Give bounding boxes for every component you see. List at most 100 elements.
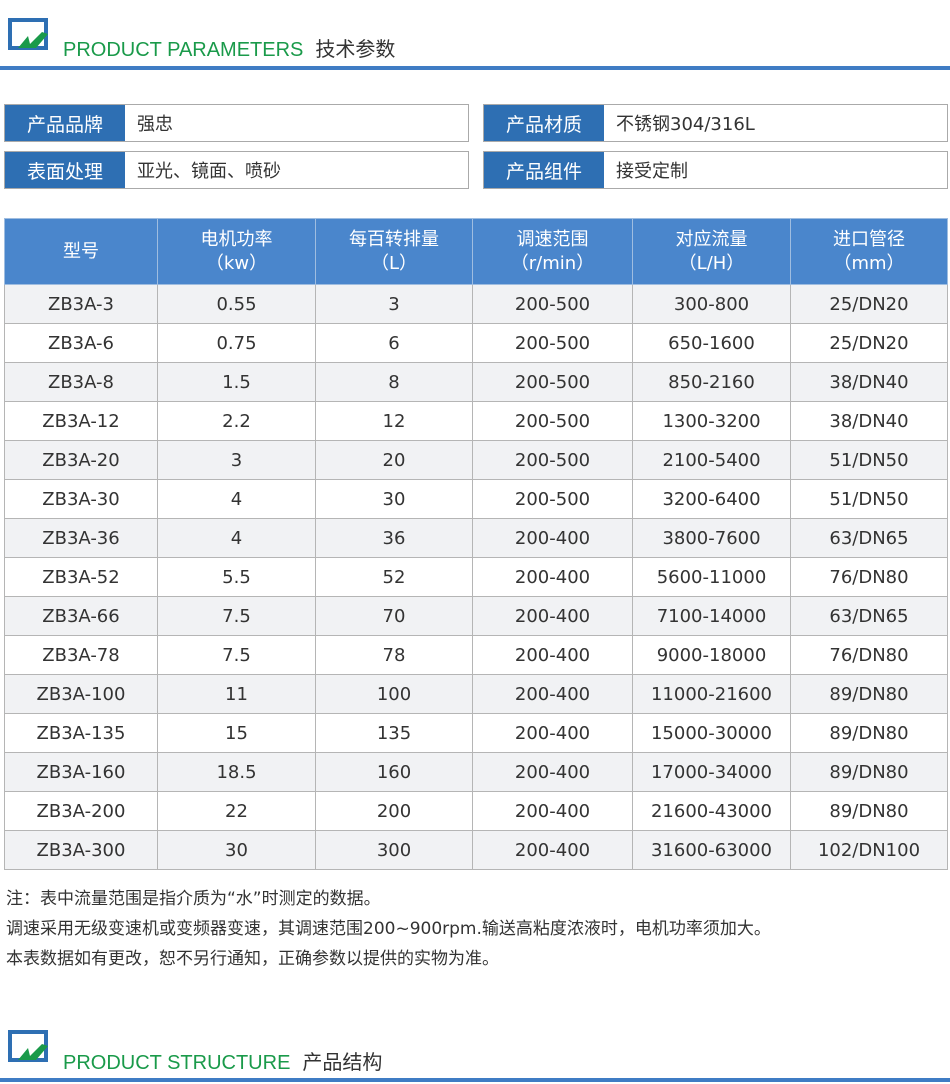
info-label: 产品材质: [484, 105, 604, 141]
header-label: 调速范围: [516, 228, 589, 250]
table-cell: 200-400: [472, 557, 633, 597]
info-value: 接受定制: [616, 161, 688, 182]
info-value: 强忠: [137, 114, 173, 135]
table-cell: 200: [315, 791, 473, 831]
table-cell: 36: [315, 518, 473, 558]
table-cell: 63/DN65: [790, 518, 948, 558]
table-cell: 76/DN80: [790, 557, 948, 597]
column-header: 电机功率 （kw）: [157, 218, 316, 285]
table-row: ZB3A-100 11 100 200-400 11000-21600 89/DN80: [4, 674, 948, 714]
column-header: 调速范围 （r/min）: [472, 218, 633, 285]
note-line: 注：表中流量范围是指介质为“水”时测定的数据。: [6, 889, 381, 909]
table-row: ZB3A-20 3 20 200-500 2100-5400 51/DN50: [4, 440, 948, 480]
table-row: ZB3A-160 18.5 160 200-400 17000-34000 89/DN80: [4, 752, 948, 792]
table-cell: 6: [315, 323, 473, 363]
table-cell: 300-800: [632, 284, 791, 324]
table-cell: 9000-18000: [632, 635, 791, 675]
table-cell: 15000-30000: [632, 713, 791, 753]
table-row: ZB3A-12 2.2 12 200-500 1300-3200 38/DN40: [4, 401, 948, 441]
company-logo-icon: [8, 1030, 48, 1062]
info-surface: 表面处理 亚光、镜面、喷砂: [4, 151, 469, 189]
header-label: 每百转排量: [349, 228, 439, 250]
table-row: ZB3A-200 22 200 200-400 21600-43000 89/DN80: [4, 791, 948, 831]
header-unit: （r/min）: [510, 252, 595, 274]
table-cell: 0.75: [157, 323, 316, 363]
note-line: 调速采用无级变速机或变频器变速，其调速范围200~900rpm.输送高粘度浓液时…: [6, 919, 771, 939]
table-cell: 11: [157, 674, 316, 714]
table-cell: 135: [315, 713, 473, 753]
section-title-en: PRODUCT STRUCTURE: [63, 1052, 291, 1074]
table-cell: 5600-11000: [632, 557, 791, 597]
table-cell: 89/DN80: [790, 752, 948, 792]
table-cell: 650-1600: [632, 323, 791, 363]
table-cell: 200-400: [472, 596, 633, 636]
section-title-cn: 产品结构: [302, 1052, 383, 1074]
table-cell: 7100-14000: [632, 596, 791, 636]
table-cell: 2100-5400: [632, 440, 791, 480]
table-cell: 300: [315, 830, 473, 870]
table-cell: ZB3A-300: [4, 830, 158, 870]
header-label: 进口管径: [833, 228, 905, 250]
table-cell: 22: [157, 791, 316, 831]
table-cell: 20: [315, 440, 473, 480]
header-unit: （L/H）: [678, 252, 745, 274]
info-label: 产品品牌: [5, 105, 125, 141]
company-logo-icon: [8, 18, 48, 50]
table-cell: 18.5: [157, 752, 316, 792]
table-row: ZB3A-300 30 300 200-400 31600-63000 102/DN100: [4, 830, 948, 870]
table-cell: 200-500: [472, 323, 633, 363]
table-cell: 15: [157, 713, 316, 753]
table-cell: 51/DN50: [790, 440, 948, 480]
table-cell: 5.5: [157, 557, 316, 597]
table-cell: 51/DN50: [790, 479, 948, 519]
table-cell: 200-400: [472, 791, 633, 831]
table-row: ZB3A-66 7.5 70 200-400 7100-14000 63/DN65: [4, 596, 948, 636]
table-cell: 3: [315, 284, 473, 324]
table-cell: 63/DN65: [790, 596, 948, 636]
table-cell: ZB3A-12: [4, 401, 158, 441]
header-unit: （kw）: [205, 252, 268, 274]
table-cell: 200-500: [472, 362, 633, 402]
table-cell: 89/DN80: [790, 674, 948, 714]
table-cell: 25/DN20: [790, 284, 948, 324]
table-cell: 200-400: [472, 752, 633, 792]
table-cell: 200-400: [472, 830, 633, 870]
parameters-table: 型号 电机功率 （kw） 每百转排量 （L） 调速范围 （r/min） 对应流量 （L/H） 进口…: [4, 218, 948, 870]
table-cell: 850-2160: [632, 362, 791, 402]
table-cell: 12: [315, 401, 473, 441]
info-label: 表面处理: [5, 152, 125, 188]
table-row: ZB3A-78 7.5 78 200-400 9000-18000 76/DN80: [4, 635, 948, 675]
header-unit: （mm）: [833, 252, 905, 274]
table-cell: ZB3A-66: [4, 596, 158, 636]
table-cell: 21600-43000: [632, 791, 791, 831]
table-cell: 3800-7600: [632, 518, 791, 558]
table-cell: 7.5: [157, 596, 316, 636]
table-row: ZB3A-36 4 36 200-400 3800-7600 63/DN65: [4, 518, 948, 558]
table-cell: 7.5: [157, 635, 316, 675]
section-title-cn: 技术参数: [315, 39, 396, 61]
table-cell: 200-400: [472, 518, 633, 558]
table-cell: 4: [157, 479, 316, 519]
table-cell: 31600-63000: [632, 830, 791, 870]
column-header: 每百转排量 （L）: [315, 218, 473, 285]
table-cell: ZB3A-160: [4, 752, 158, 792]
table-cell: 100: [315, 674, 473, 714]
table-cell: 200-500: [472, 479, 633, 519]
table-cell: 30: [315, 479, 473, 519]
info-brand: 产品品牌 强忠: [4, 104, 469, 142]
info-components: 产品组件 接受定制: [483, 151, 948, 189]
table-row: ZB3A-3 0.55 3 200-500 300-800 25/DN20: [4, 284, 948, 324]
table-cell: 3: [157, 440, 316, 480]
table-cell: ZB3A-8: [4, 362, 158, 402]
table-cell: 200-400: [472, 635, 633, 675]
section-title-en: PRODUCT PARAMETERS: [63, 39, 304, 61]
table-cell: 76/DN80: [790, 635, 948, 675]
table-cell: 78: [315, 635, 473, 675]
info-material: 产品材质 不锈钢304/316L: [483, 104, 948, 142]
table-cell: 11000-21600: [632, 674, 791, 714]
table-cell: 1.5: [157, 362, 316, 402]
table-cell: 102/DN100: [790, 830, 948, 870]
info-value: 亚光、镜面、喷砂: [137, 161, 281, 182]
header-label: 对应流量: [675, 228, 748, 250]
table-cell: 8: [315, 362, 473, 402]
